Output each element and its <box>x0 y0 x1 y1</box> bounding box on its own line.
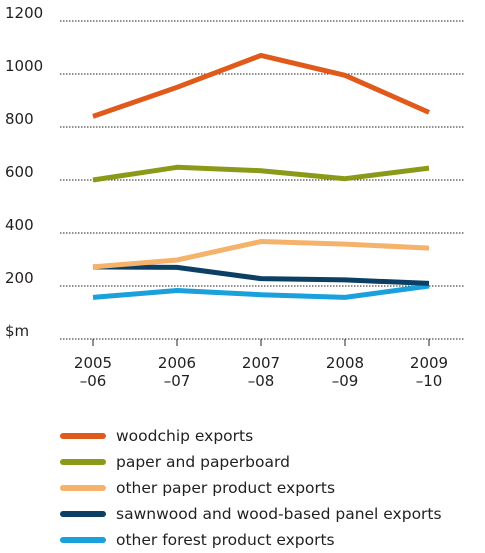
series-line-sawnwood-and-wood-based-panel-exports <box>92 264 430 286</box>
legend-label: woodchip exports <box>116 427 254 445</box>
legend-label: sawnwood and wood-based panel exports <box>116 505 442 523</box>
x-tick-label: 2005 –06 <box>74 354 112 390</box>
legend-item: other paper product exports <box>60 475 442 501</box>
x-tick-label: 2008 –09 <box>326 354 364 390</box>
y-tick-label: 400 <box>5 216 34 234</box>
legend-item: woodchip exports <box>60 423 442 449</box>
y-tick-label: 600 <box>5 163 34 181</box>
legend-item: paper and paperboard <box>60 449 442 475</box>
legend-swatch <box>60 511 106 517</box>
x-tick-label: 2009 –10 <box>410 354 448 390</box>
y-tick-label: 200 <box>5 269 34 287</box>
legend-swatch <box>60 459 106 465</box>
legend: woodchip exports paper and paperboard othe… <box>60 423 442 553</box>
y-tick-label: $m <box>5 322 29 340</box>
series-line-other-forest-product-exports <box>92 283 430 300</box>
legend-label: paper and paperboard <box>116 453 290 471</box>
legend-item: sawnwood and wood-based panel exports <box>60 501 442 527</box>
y-tick-label: 1000 <box>5 57 43 75</box>
legend-swatch <box>60 433 106 439</box>
y-tick-label: 800 <box>5 110 34 128</box>
y-tick-label: 1200 <box>5 4 43 22</box>
line-chart: $m 200 400 600 800 1000 1200 2005 –06 2006 –07 2007… <box>5 4 465 390</box>
series-line-other-paper-product-exports <box>92 239 430 270</box>
series-line-paper-and-paperboard <box>92 164 430 183</box>
legend-label: other forest product exports <box>116 531 335 549</box>
x-tick-label: 2007 –08 <box>242 354 280 390</box>
legend-swatch <box>60 537 106 543</box>
legend-swatch <box>60 485 106 491</box>
x-tick-label: 2006 –07 <box>158 354 196 390</box>
legend-label: other paper product exports <box>116 479 336 497</box>
legend-item: other forest product exports <box>60 527 442 553</box>
series-line-woodchip-exports <box>92 52 431 119</box>
